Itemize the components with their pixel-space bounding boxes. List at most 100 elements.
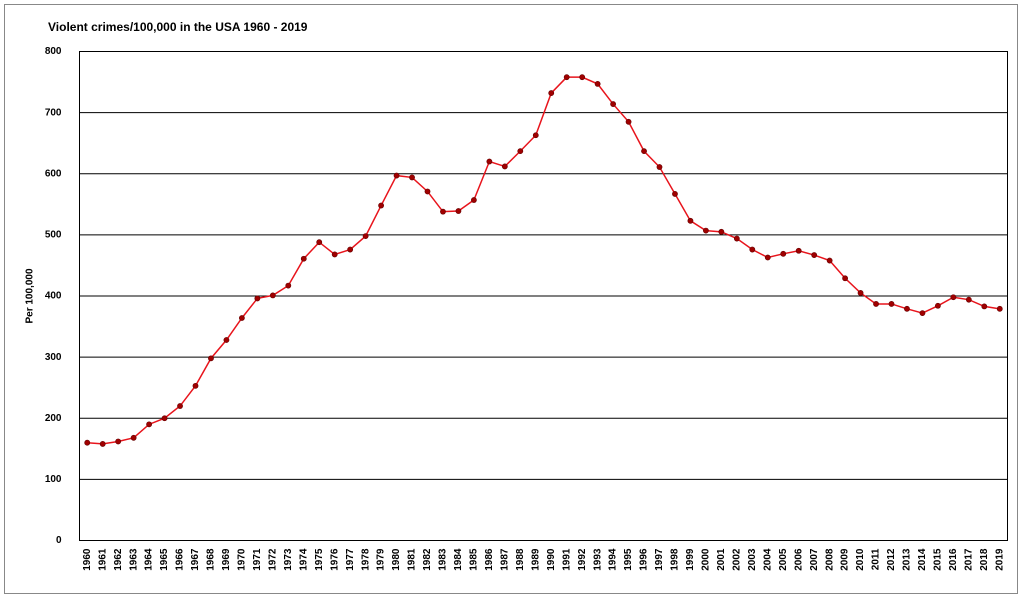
data-point [84, 439, 91, 446]
data-point [811, 252, 818, 258]
data-point [486, 158, 493, 165]
x-tick-label: 1983 [438, 548, 449, 571]
x-tick-label: 1979 [376, 548, 387, 571]
y-tick-label: 800 [45, 46, 62, 57]
x-tick-label: 1960 [82, 548, 93, 571]
data-point [857, 290, 864, 296]
data-point [130, 434, 137, 441]
data-point [238, 315, 245, 321]
x-tick-label: 2017 [963, 548, 974, 571]
data-point [733, 235, 740, 242]
data-point [703, 227, 709, 234]
y-axis-label: Per 100,000 [25, 268, 36, 323]
data-point [331, 251, 338, 258]
x-tick-label: 2005 [778, 548, 789, 571]
data-point [579, 74, 586, 81]
data-point [470, 197, 477, 203]
data-point [965, 296, 972, 303]
data-point [842, 275, 848, 282]
x-tick-label: 2016 [948, 548, 959, 571]
x-tick-label: 1967 [190, 548, 201, 571]
x-tick-label: 1981 [407, 548, 418, 571]
y-tick-label: 300 [45, 352, 62, 363]
data-point [764, 254, 771, 261]
x-tick-label: 2004 [762, 548, 773, 571]
x-tick-label: 2009 [840, 548, 851, 571]
x-tick-label: 2001 [716, 548, 727, 571]
data-line [87, 76, 1000, 445]
chart-title: Violent crimes/100,000 in the USA 1960 -… [48, 20, 308, 34]
x-tick-label: 1974 [298, 548, 309, 571]
data-point [826, 257, 833, 264]
x-tick-label: 1984 [453, 548, 464, 571]
x-tick-label: 2000 [701, 548, 712, 571]
data-point [300, 255, 307, 262]
x-tick-label: 2002 [731, 548, 742, 571]
data-point [440, 208, 446, 215]
data-point [146, 421, 152, 428]
data-point [548, 90, 555, 96]
x-tick-label: 1997 [654, 548, 665, 571]
data-point [687, 217, 694, 224]
y-tick-label: 0 [56, 535, 62, 546]
data-point [873, 301, 879, 307]
x-tick-label: 1961 [97, 548, 108, 571]
x-tick-label: 1998 [670, 548, 681, 571]
data-point [981, 303, 988, 310]
data-point [795, 247, 802, 254]
y-tick-label: 400 [45, 291, 62, 302]
data-point [904, 305, 910, 312]
x-tick-label: 2012 [886, 548, 897, 571]
data-point [455, 208, 462, 214]
x-tick-label: 1990 [546, 548, 557, 571]
data-point [378, 202, 384, 209]
y-tick-label: 100 [45, 474, 62, 485]
x-tick-label: 1973 [283, 548, 294, 571]
x-tick-label: 2015 [933, 548, 944, 571]
data-point [115, 438, 122, 445]
x-tick-label: 1963 [128, 548, 139, 571]
y-tick-label: 700 [45, 107, 62, 118]
x-tick-label: 2006 [793, 548, 804, 571]
y-tick-label: 600 [45, 168, 62, 179]
x-tick-label: 1966 [175, 548, 186, 571]
x-tick-label: 2010 [855, 548, 866, 571]
data-point [177, 403, 183, 409]
x-tick-label: 2011 [871, 548, 882, 570]
x-tick-label: 1970 [237, 548, 248, 571]
x-tick-label: 1995 [623, 548, 634, 571]
data-point [501, 163, 508, 170]
data-point [316, 239, 323, 246]
data-point [935, 302, 941, 309]
data-point [347, 246, 354, 253]
x-tick-label: 2003 [747, 548, 758, 571]
x-tick-label: 1991 [561, 548, 572, 571]
data-point [362, 233, 369, 239]
data-point [672, 191, 678, 197]
data-point [919, 310, 926, 317]
x-tick-label: 1999 [685, 548, 696, 571]
data-point [208, 355, 214, 362]
x-tick-label: 1987 [499, 548, 510, 571]
data-point [610, 101, 616, 107]
x-tick-label: 2013 [902, 548, 913, 571]
x-tick-label: 1962 [113, 548, 124, 571]
data-point [594, 80, 601, 87]
x-tick-label: 1996 [639, 548, 650, 571]
data-point [269, 292, 276, 299]
y-tick-label: 200 [45, 413, 62, 424]
x-tick-label: 2008 [824, 548, 835, 571]
data-point [780, 250, 787, 257]
x-tick-label: 1971 [252, 548, 263, 571]
x-tick-label: 1964 [144, 548, 155, 571]
data-point [532, 132, 539, 139]
data-point [424, 188, 431, 195]
x-tick-label: 2014 [917, 548, 928, 571]
x-tick-label: 2018 [979, 548, 990, 571]
data-point [409, 174, 415, 181]
x-tick-label: 1992 [577, 548, 588, 571]
data-point [99, 441, 106, 447]
x-tick-label: 1969 [221, 548, 232, 571]
data-point [996, 305, 1003, 312]
